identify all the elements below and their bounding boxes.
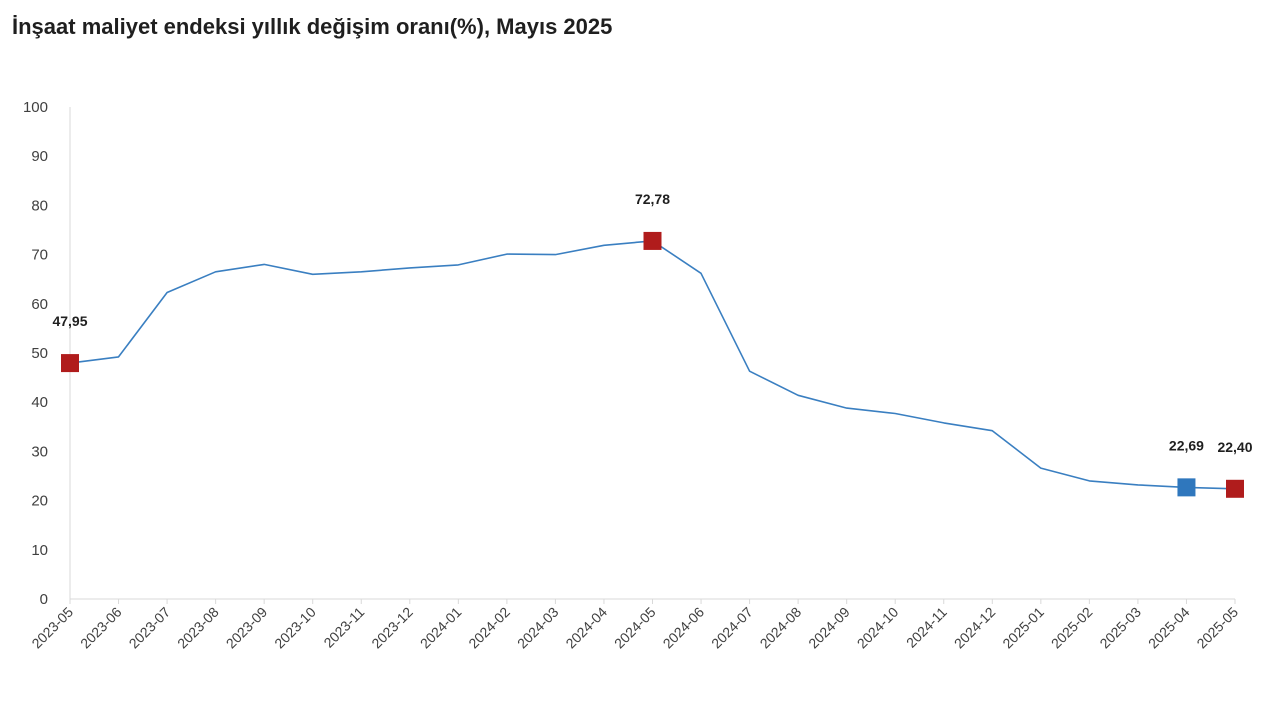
x-tick-label: 2023-05 [28,604,76,652]
x-tick-label: 2024-04 [562,604,610,652]
data-point-label: 22,69 [1169,437,1204,453]
x-tick-label: 2024-10 [854,604,902,652]
data-point-label: 22,40 [1217,439,1252,455]
series-line [69,240,1236,490]
y-tick-label: 20 [31,493,48,510]
x-axis: 2023-05 2023-06 2023-07 2023-08 2023-09 2023-… [28,598,1241,652]
y-tick-label: 60 [31,296,48,313]
markers-group [61,231,1244,498]
y-tick-label: 30 [31,443,48,460]
x-tick-label: 2024-09 [805,604,853,652]
x-tick-label: 2024-01 [417,604,465,652]
x-tick-label: 2023-09 [223,604,271,652]
x-tick-label: 2024-12 [951,604,999,652]
x-tick-label: 2025-02 [1048,604,1096,652]
data-point-marker [61,354,79,373]
y-tick-label: 10 [31,542,48,559]
data-point-marker [643,231,662,250]
y-tick-label: 40 [31,394,48,411]
x-tick-label: 2023-11 [320,604,367,651]
x-tick-label: 2024-02 [465,604,513,652]
x-tick-label: 2024-06 [660,604,708,652]
y-tick-label: 50 [31,345,48,362]
x-tick-label: 2024-05 [611,604,659,652]
data-point-marker [1177,478,1196,497]
x-tick-label: 2023-06 [77,604,125,652]
x-tick-label: 2023-07 [126,604,174,652]
y-tick-label: 100 [23,99,48,116]
series-line-group [69,240,1236,490]
y-tick-label: 0 [40,591,48,608]
x-tick-label: 2025-01 [999,604,1047,652]
x-tick-label: 2025-05 [1193,604,1241,652]
x-tick-label: 2023-12 [368,604,416,652]
x-tick-label: 2024-03 [514,604,562,652]
x-tick-label: 2023-08 [174,604,222,652]
x-tick-label: 2025-04 [1145,604,1193,652]
chart-title: İnşaat maliyet endeksi yıllık değişim or… [12,14,613,39]
x-tick-label: 2025-03 [1096,604,1144,652]
y-axis: 0 10 20 30 40 50 60 70 80 90 100 [23,99,71,608]
x-tick-label: 2024-11 [903,604,950,651]
y-tick-label: 90 [31,148,48,165]
data-point-label: 72,78 [635,191,670,207]
data-labels-group: 47,95 72,78 22,69 22,40 [52,191,1252,455]
y-tick-label: 70 [31,247,48,264]
y-tick-label: 80 [31,197,48,214]
x-tick-label: 2023-10 [271,604,319,652]
data-point-label: 47,95 [52,313,87,329]
x-tick-label: 2024-07 [708,604,756,652]
data-point-marker [1226,479,1244,498]
x-tick-label: 2024-08 [757,604,805,652]
